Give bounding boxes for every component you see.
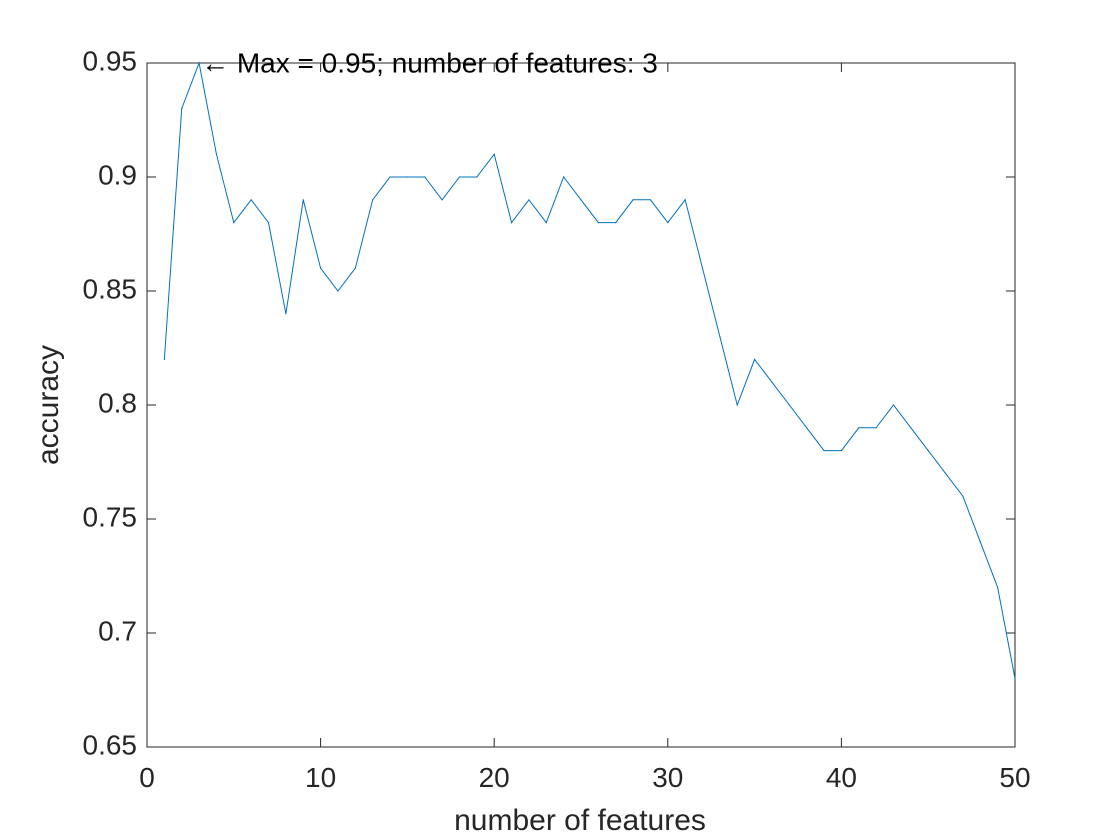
data-point	[997, 586, 999, 589]
x-tick-label: 20	[479, 762, 510, 793]
y-axis-title: accuracy	[32, 345, 65, 465]
x-tick-label: 0	[139, 762, 155, 793]
data-point	[649, 199, 652, 201]
data-point	[285, 313, 287, 315]
data-point	[354, 267, 356, 269]
y-tick-label: 0.75	[83, 501, 138, 532]
data-point	[320, 267, 322, 269]
data-point	[389, 176, 391, 178]
data-point	[250, 199, 252, 201]
x-tick-label: 40	[826, 762, 857, 793]
data-point	[979, 541, 981, 543]
tick-marks	[146, 62, 1016, 748]
data-point	[719, 336, 721, 338]
x-tick-label: 50	[999, 762, 1030, 793]
y-tick-label: 0.9	[98, 159, 137, 190]
data-point	[233, 222, 235, 224]
data-point	[563, 176, 565, 178]
y-tick-label: 0.95	[83, 45, 138, 76]
data-point	[962, 495, 964, 497]
data-point	[632, 199, 634, 201]
y-tick-labels: 0.65 0.7 0.75 0.8 0.85 0.9 0.95	[83, 45, 138, 760]
data-point	[858, 427, 860, 429]
x-tick-label: 30	[652, 762, 683, 793]
max-annotation: ← Max = 0.95; number of features: 3	[201, 47, 658, 78]
data-point	[667, 222, 669, 224]
data-point	[927, 450, 929, 452]
data-point	[1014, 678, 1016, 680]
y-tick-label: 0.8	[98, 387, 137, 418]
data-point	[823, 450, 825, 452]
data-point	[441, 199, 443, 201]
data-point	[198, 62, 200, 64]
data-point	[215, 153, 218, 155]
y-tick-label: 0.65	[83, 729, 138, 760]
data-point	[545, 222, 547, 224]
data-point	[875, 427, 877, 429]
data-point	[597, 222, 599, 224]
y-tick-label: 0.85	[83, 273, 138, 304]
y-tick-label: 0.7	[98, 615, 137, 646]
x-axis-title: number of features	[454, 804, 706, 837]
data-point	[181, 108, 183, 110]
data-point	[580, 199, 582, 201]
accuracy-series-line	[163, 61, 1016, 679]
x-tick-labels: 0 10 20 30 40 50	[139, 762, 1030, 793]
data-point	[892, 404, 895, 406]
data-point	[267, 222, 270, 224]
data-point	[424, 176, 426, 178]
data-point	[840, 450, 843, 452]
data-point	[510, 222, 513, 224]
data-point	[771, 381, 773, 383]
plot-area	[146, 62, 1016, 748]
data-point	[476, 176, 478, 178]
data-point	[944, 472, 947, 474]
data-point	[788, 404, 790, 406]
data-point	[615, 222, 617, 224]
x-tick-label: 10	[305, 762, 336, 793]
data-point	[372, 199, 374, 201]
data-point	[337, 290, 339, 292]
data-point	[684, 199, 686, 201]
data-point	[701, 267, 704, 269]
data-point	[163, 358, 165, 360]
data-point	[754, 358, 756, 360]
data-point	[302, 199, 304, 201]
data-point	[406, 176, 408, 178]
data-point	[493, 153, 495, 155]
data-points	[163, 62, 1016, 680]
data-point	[806, 427, 808, 429]
data-point	[736, 404, 738, 406]
data-point	[910, 427, 912, 429]
data-point	[458, 176, 461, 178]
data-point	[528, 199, 530, 201]
